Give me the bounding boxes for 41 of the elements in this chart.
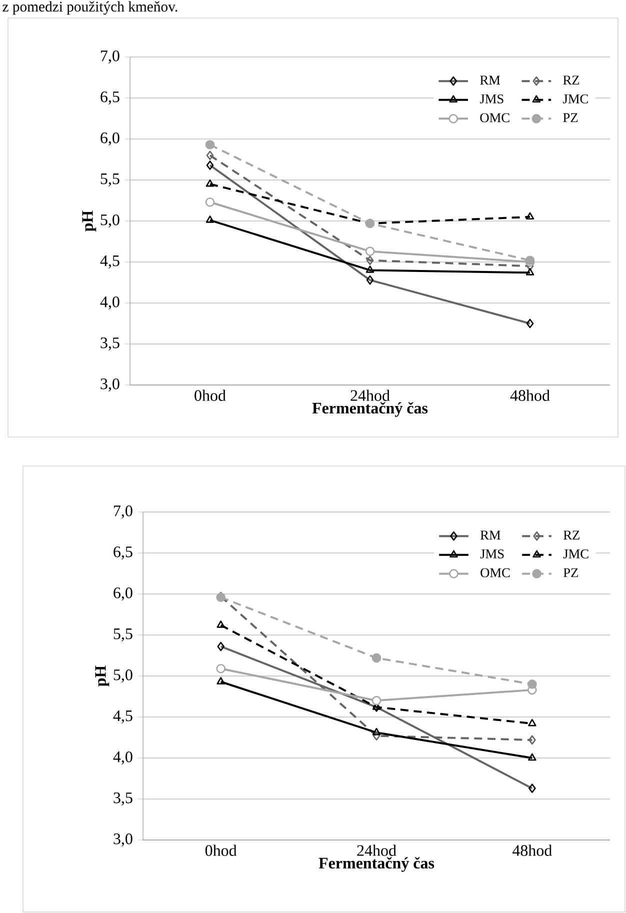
x-axis-title: Fermentačný čas bbox=[318, 857, 434, 872]
legend-label: RZ bbox=[563, 530, 580, 540]
x-axis-title: Fermentačný čas bbox=[312, 402, 428, 417]
y-tick-label: 6,5 bbox=[114, 546, 132, 560]
y-tick-label: 5,5 bbox=[114, 628, 132, 642]
y-tick-label: 5,5 bbox=[100, 174, 120, 186]
legend-label: RZ bbox=[563, 76, 580, 84]
x-tick-label: 48hod bbox=[510, 390, 550, 401]
legend-label: JMC bbox=[563, 549, 588, 558]
legend-label: RM bbox=[480, 530, 500, 540]
y-tick-label: 3,5 bbox=[100, 337, 120, 351]
y-tick-label: 3,0 bbox=[100, 378, 120, 392]
y-tick-label: 4,0 bbox=[113, 751, 132, 765]
x-tick-label: 0hod bbox=[205, 844, 237, 856]
y-tick-label: 5,0 bbox=[100, 214, 120, 228]
y-axis-title: pH bbox=[95, 666, 110, 686]
legend-label: JMS bbox=[480, 94, 504, 104]
legend-label: PZ bbox=[563, 113, 578, 122]
legend-label: PZ bbox=[563, 568, 578, 578]
y-tick-label: 7,0 bbox=[114, 505, 132, 519]
y-axis-title: pH bbox=[82, 210, 96, 232]
legend-label: JMC bbox=[563, 94, 588, 104]
y-tick-label: 6,0 bbox=[100, 132, 120, 146]
y-tick-label: 3,5 bbox=[114, 792, 132, 806]
y-tick-label: 6,5 bbox=[100, 91, 120, 105]
y-tick-label: 6,0 bbox=[114, 587, 132, 601]
legend-label: OMC bbox=[480, 568, 510, 578]
text: z pomedzi použitých kmeňov. bbox=[2, 1, 178, 15]
x-tick-label: 48hod bbox=[512, 844, 552, 856]
y-tick-label: 4,0 bbox=[100, 296, 120, 310]
legend-label: OMC bbox=[480, 113, 510, 122]
legend-label: RM bbox=[480, 76, 500, 84]
x-tick-label: 0hod bbox=[194, 390, 226, 401]
y-tick-label: 4,5 bbox=[100, 255, 120, 268]
legend-label: JMS bbox=[480, 549, 504, 558]
y-tick-label: 5,0 bbox=[114, 669, 132, 683]
x-tick-label: 24hod bbox=[357, 844, 396, 856]
y-tick-label: 7,0 bbox=[101, 50, 120, 64]
x-tick-label: 24hod bbox=[350, 390, 390, 401]
y-tick-label: 4,5 bbox=[113, 710, 132, 724]
y-tick-label: 3,0 bbox=[114, 833, 132, 847]
